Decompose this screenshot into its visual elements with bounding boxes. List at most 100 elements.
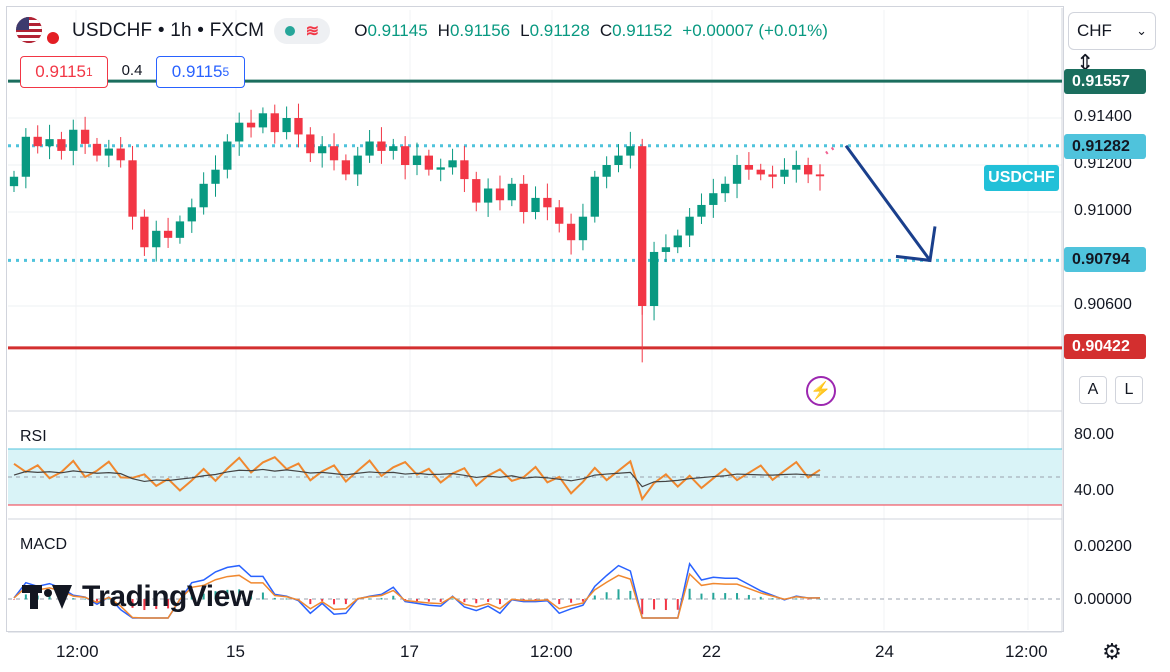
macd-histogram-bar bbox=[107, 598, 110, 600]
macd-histogram-bar bbox=[451, 598, 454, 600]
open-label: O bbox=[354, 21, 368, 40]
macd-histogram-bar bbox=[570, 599, 573, 603]
macd-histogram-bar bbox=[688, 588, 691, 600]
candle-body bbox=[92, 143, 102, 156]
currency-select[interactable]: CHF ⌄ bbox=[1068, 12, 1156, 50]
sell-button[interactable]: 0.9115 1 bbox=[20, 56, 108, 88]
buy-price-superscript: 5 bbox=[222, 65, 230, 79]
candle-body bbox=[258, 113, 268, 128]
forecast-arrow-head bbox=[895, 226, 937, 263]
currency-flags-icon bbox=[16, 17, 62, 45]
macd-histogram-bar bbox=[226, 589, 229, 600]
status-dot-icon bbox=[285, 26, 296, 36]
rsi-tick: 80.00 bbox=[1074, 426, 1115, 443]
time-tick: 17 bbox=[400, 642, 419, 661]
macd-histogram-bar bbox=[653, 599, 656, 610]
candle-body bbox=[792, 165, 801, 170]
close-label: C bbox=[599, 21, 613, 40]
candle-body bbox=[424, 155, 434, 170]
macd-histogram-bar bbox=[84, 598, 87, 600]
ohlc-readout: O0.91145 H0.91156 L0.91128 C0.91152 +0.0… bbox=[354, 21, 828, 41]
price-tick: 0.91000 bbox=[1074, 202, 1132, 219]
candle-body bbox=[318, 146, 327, 154]
candle-body bbox=[626, 146, 635, 156]
macd-histogram-bar bbox=[475, 599, 478, 604]
high-value: H0.91156 bbox=[438, 21, 510, 41]
macd-histogram-bar bbox=[498, 599, 501, 605]
symbol-title[interactable]: USDCHF • 1h • FXCM bbox=[72, 20, 264, 42]
spread-value: 0.4 bbox=[121, 62, 143, 79]
macd-tick: 0.00200 bbox=[1074, 538, 1132, 555]
macd-histogram-bar bbox=[309, 599, 312, 605]
open-value: O0.91145 bbox=[354, 21, 427, 41]
macd-histogram-bar bbox=[605, 592, 608, 600]
candle-body bbox=[282, 118, 291, 133]
chf-flag-icon bbox=[46, 31, 60, 45]
price-tick: 0.91200 bbox=[1074, 155, 1132, 172]
candle-body bbox=[815, 174, 825, 177]
auto-scale-button[interactable]: A bbox=[1079, 376, 1107, 404]
candle-body bbox=[211, 169, 220, 184]
support-price-tag: 0.90422 bbox=[1064, 334, 1146, 359]
buy-button[interactable]: 0.9115 5 bbox=[156, 56, 245, 88]
candle-body bbox=[140, 216, 149, 248]
low-value: L0.91128 bbox=[520, 21, 590, 41]
time-tick: 12:00 bbox=[1005, 642, 1048, 661]
sell-price-superscript: 1 bbox=[86, 65, 93, 79]
lightning-icon[interactable]: ⚡ bbox=[806, 376, 836, 406]
macd-signal-line bbox=[13, 572, 821, 619]
candle-body bbox=[199, 183, 208, 208]
macd-histogram-bar bbox=[167, 599, 170, 609]
macd-histogram-bar bbox=[333, 599, 336, 605]
macd-histogram-bar bbox=[202, 593, 205, 600]
candle-body bbox=[45, 139, 54, 147]
close-value: C0.91152 bbox=[600, 21, 672, 41]
candle-body bbox=[803, 165, 813, 175]
interval: 1h bbox=[170, 20, 192, 41]
upper-target-price-tag: 0.91282 bbox=[1064, 134, 1146, 159]
candle-body bbox=[341, 160, 351, 175]
tradingview-logo[interactable]: TradingView bbox=[22, 580, 253, 614]
macd-histogram-bar bbox=[581, 599, 584, 602]
open-number: 0.91145 bbox=[367, 21, 428, 40]
macd-histogram-bar bbox=[190, 594, 193, 600]
macd-histogram-bar bbox=[321, 599, 324, 602]
exchange: FXCM bbox=[209, 20, 265, 41]
low-number: 0.91128 bbox=[529, 21, 590, 40]
candle-body bbox=[187, 207, 196, 222]
macd-histogram-bar bbox=[487, 599, 490, 602]
candle-body bbox=[602, 165, 611, 177]
macd-histogram-bar bbox=[344, 599, 347, 605]
rsi-ma-line bbox=[13, 468, 821, 488]
log-scale-button[interactable]: L bbox=[1115, 376, 1143, 404]
macd-tick: 0.00000 bbox=[1074, 591, 1132, 608]
candle-body bbox=[163, 230, 173, 238]
macd-histogram-bar bbox=[736, 593, 739, 600]
macd-histogram-bar bbox=[724, 593, 727, 600]
market-status-button[interactable]: ≋ bbox=[274, 18, 331, 44]
chart-header: USDCHF • 1h • FXCM ≋ O0.91145 H0.91156 L… bbox=[16, 16, 828, 46]
macd-histogram-bar bbox=[664, 599, 667, 611]
symbol-name: USDCHF bbox=[72, 20, 153, 41]
candle-body bbox=[460, 160, 469, 180]
macd-histogram-bar bbox=[795, 598, 798, 600]
candle-body bbox=[768, 174, 777, 177]
time-tick: 22 bbox=[702, 642, 721, 661]
macd-histogram-bar bbox=[593, 595, 596, 600]
price-tick: 0.90600 bbox=[1074, 296, 1132, 313]
settings-gear-icon[interactable]: ⚙ bbox=[1102, 639, 1122, 664]
macd-histogram-bar bbox=[250, 592, 253, 600]
separator: • bbox=[197, 20, 205, 41]
symbol-price-label: USDCHF bbox=[984, 165, 1059, 191]
candle-body bbox=[33, 136, 42, 147]
macd-histogram-bar bbox=[380, 597, 383, 600]
high-label: H bbox=[437, 21, 450, 40]
candle-body bbox=[780, 169, 789, 177]
candle-body bbox=[377, 141, 386, 151]
candle-body bbox=[590, 176, 599, 217]
macd-histogram-bar bbox=[807, 599, 810, 600]
macd-histogram-bar bbox=[72, 598, 75, 600]
macd-histogram-bar bbox=[48, 594, 51, 600]
candle-body bbox=[80, 129, 90, 144]
